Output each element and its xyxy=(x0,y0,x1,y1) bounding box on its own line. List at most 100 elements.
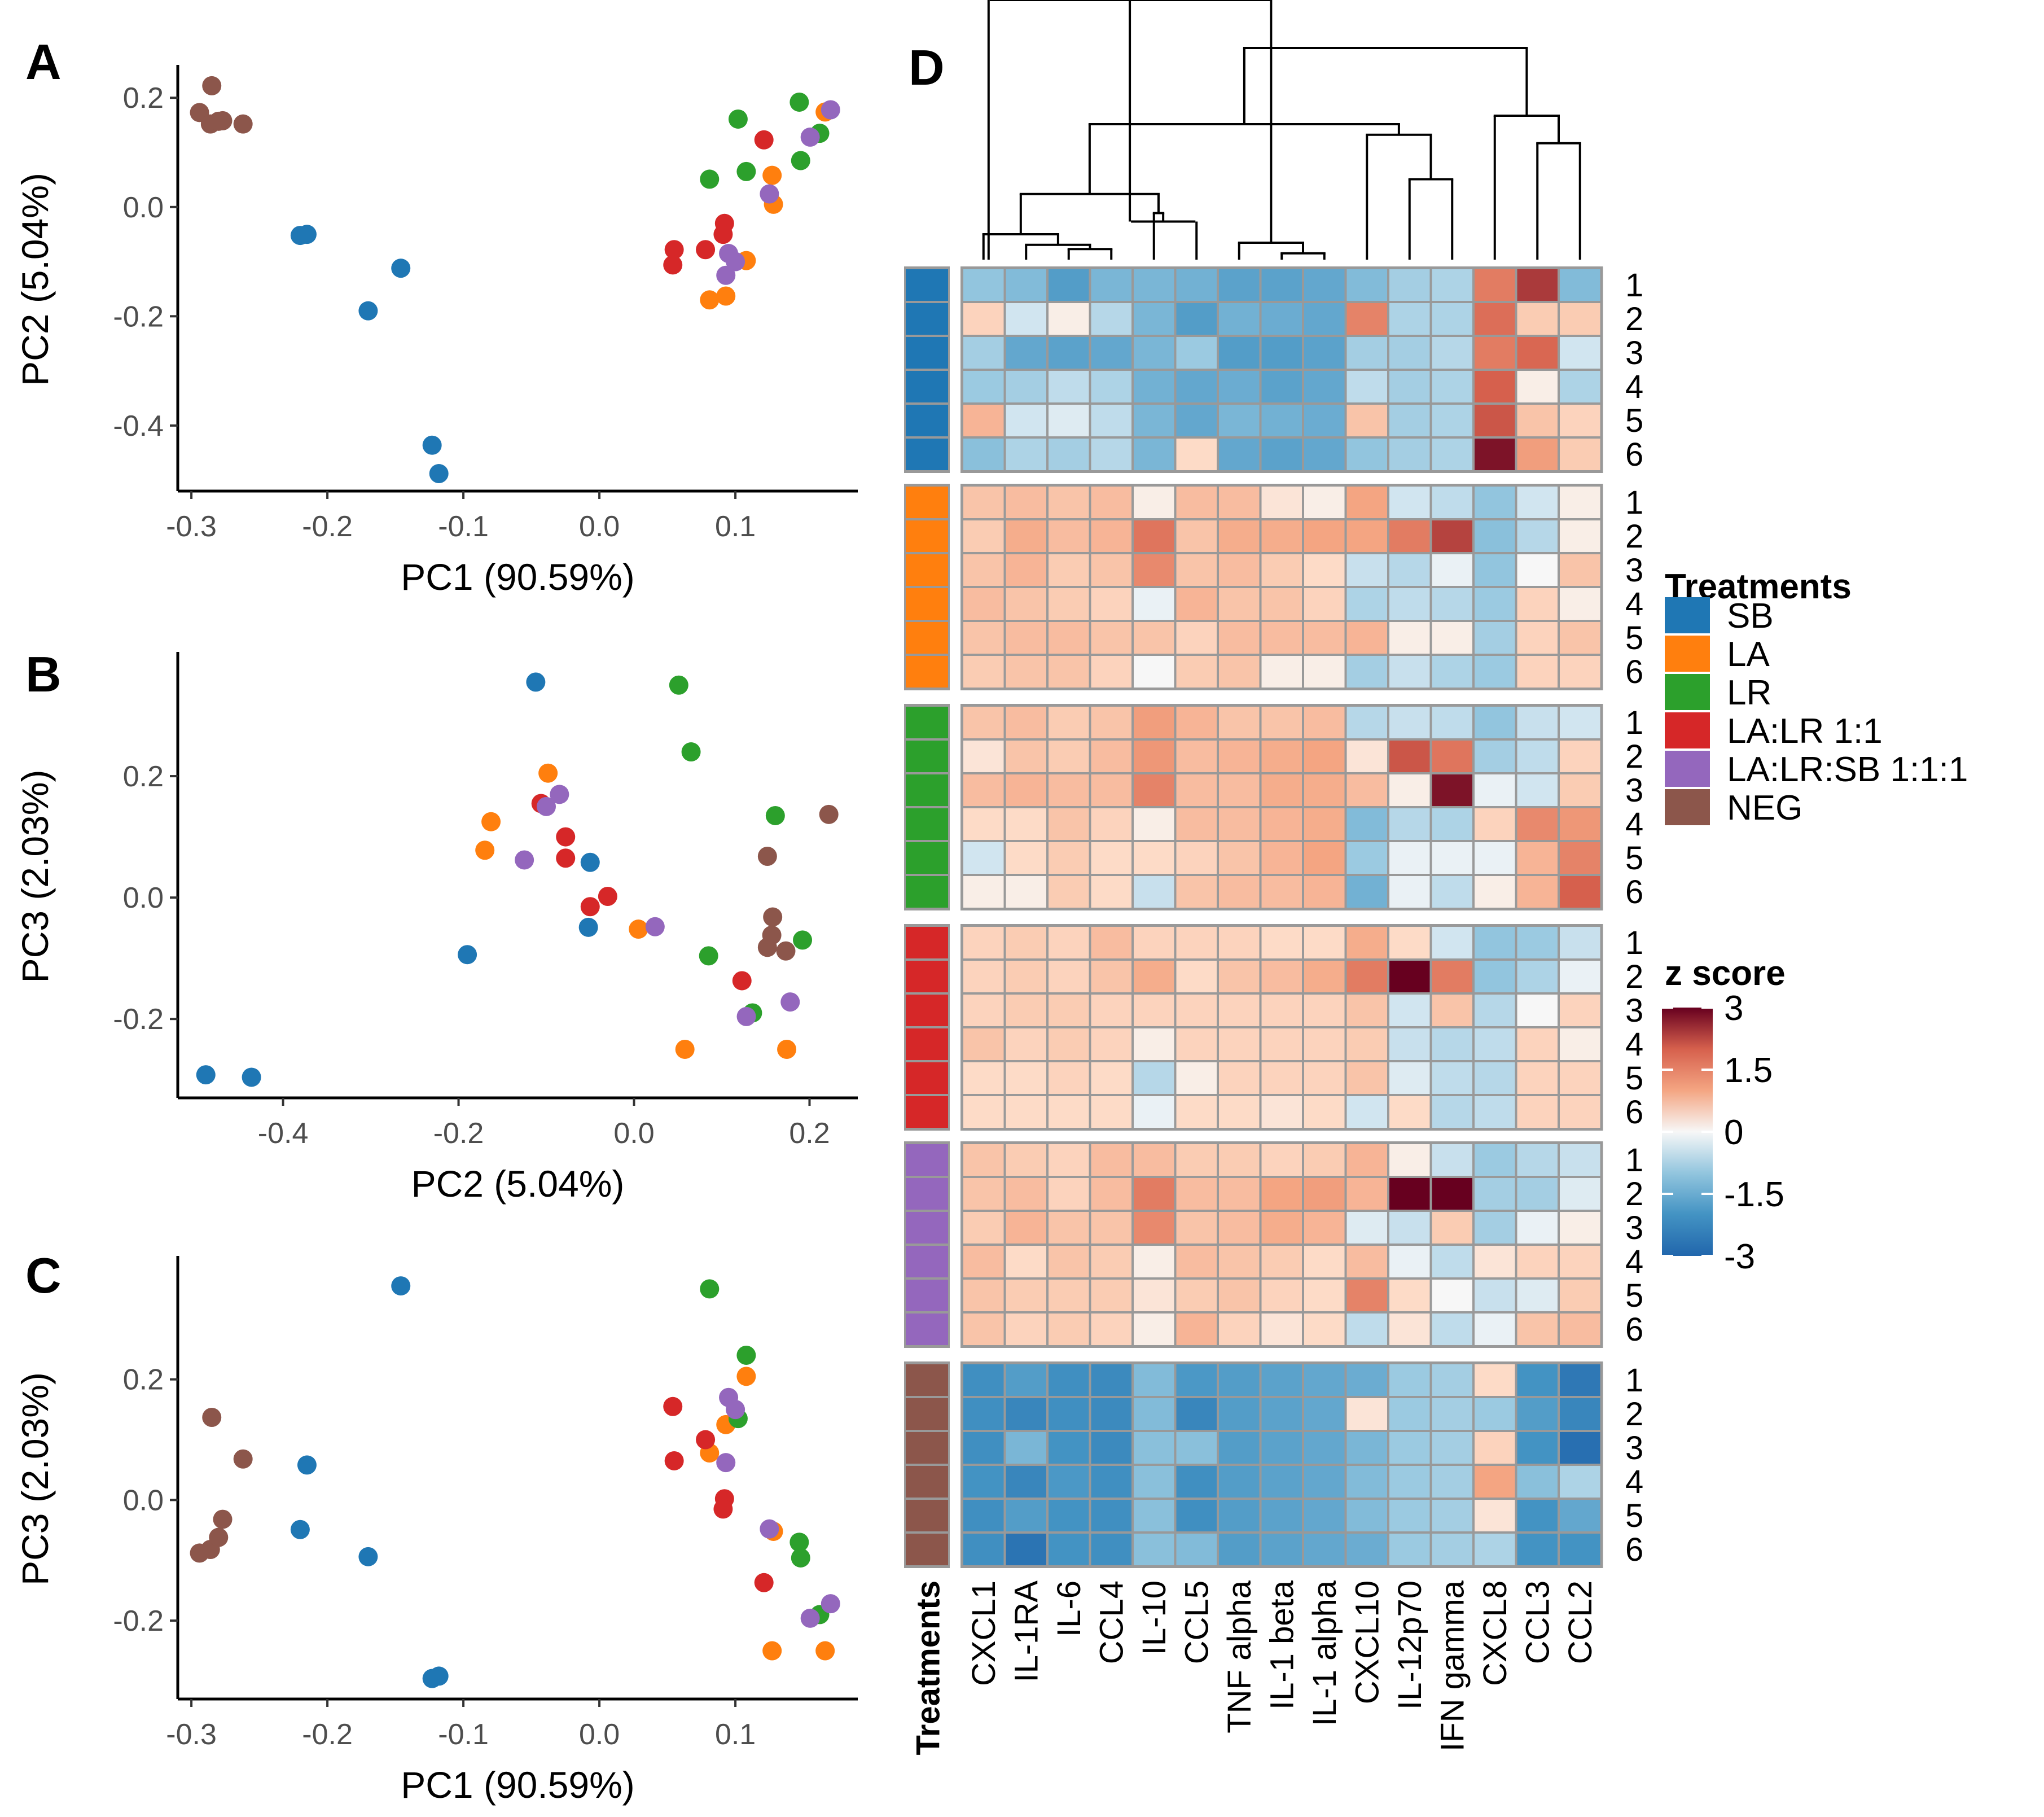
heatmap-cell xyxy=(1134,303,1174,335)
heatmap-cell xyxy=(963,303,1004,335)
heatmap-cell xyxy=(1432,842,1472,874)
heatmap-cell xyxy=(1219,995,1260,1026)
data-point xyxy=(429,1666,449,1686)
heatmap-cell xyxy=(1517,842,1558,874)
data-point xyxy=(696,240,716,260)
heatmap-cell xyxy=(1475,774,1515,806)
annotation-cell xyxy=(906,269,948,301)
heatmap-cell xyxy=(1517,995,1558,1026)
heatmap-cell xyxy=(1091,995,1131,1026)
heatmap-cell xyxy=(1006,337,1046,369)
heatmap-cell xyxy=(1475,1314,1515,1345)
heatmap-cell xyxy=(1091,520,1131,552)
heatmap-cell xyxy=(1389,656,1430,688)
heatmap-cell xyxy=(1432,1144,1472,1176)
heatmap-cell xyxy=(1346,405,1387,436)
data-point xyxy=(537,796,556,816)
heatmap-cell xyxy=(1219,405,1260,436)
heatmap-cell xyxy=(1219,1466,1260,1498)
heatmap-cell xyxy=(1560,1314,1600,1345)
annotation-cell xyxy=(906,622,948,654)
heatmap-cell xyxy=(1219,1028,1260,1060)
heatmap-cell xyxy=(1346,487,1387,518)
row-label: 3 xyxy=(1625,552,1643,589)
heatmap-cell xyxy=(1517,1280,1558,1311)
data-point xyxy=(700,1279,720,1299)
heatmap-cell xyxy=(1176,876,1217,908)
heatmap-cell xyxy=(1006,1534,1046,1565)
heatmap-cell xyxy=(1049,337,1089,369)
colorbar-label: 0 xyxy=(1724,1113,1743,1152)
heatmap-cell xyxy=(1006,405,1046,436)
row-label: 1 xyxy=(1625,484,1643,521)
legend-label: SB xyxy=(1727,597,1774,636)
heatmap-cell xyxy=(1475,1028,1515,1060)
heatmap-cell xyxy=(1432,1314,1472,1345)
heatmap-cell xyxy=(1176,995,1217,1026)
heatmap-cell xyxy=(1304,439,1345,470)
heatmap-cell xyxy=(1517,1314,1558,1345)
y-tick-label: -0.4 xyxy=(113,410,164,443)
heatmap-cell xyxy=(1560,842,1600,874)
y-tick-label: 0.0 xyxy=(123,882,164,914)
column-label: IL-12p70 xyxy=(1392,1580,1428,1710)
heatmap-cell xyxy=(963,520,1004,552)
heatmap-cell xyxy=(1304,707,1345,738)
heatmap-cell xyxy=(1091,1246,1131,1277)
heatmap-cell xyxy=(1346,303,1387,335)
heatmap-cell xyxy=(1176,1096,1217,1128)
column-label: IL-1RA xyxy=(1008,1580,1045,1683)
data-point xyxy=(713,1499,733,1519)
heatmap-cell xyxy=(1091,876,1131,908)
heatmap-cell xyxy=(963,622,1004,654)
data-point xyxy=(696,1430,716,1450)
annotation-cell xyxy=(906,707,948,738)
heatmap-cell xyxy=(1091,808,1131,840)
heatmap-cell xyxy=(1134,808,1174,840)
heatmap-cell xyxy=(1389,707,1430,738)
annotation-cell xyxy=(906,995,948,1026)
colorbar-label: 1.5 xyxy=(1724,1051,1773,1090)
heatmap-cell xyxy=(1261,1178,1302,1210)
annotation-cell xyxy=(906,439,948,470)
heatmap-cell xyxy=(963,1062,1004,1094)
heatmap-cell xyxy=(1219,1144,1260,1176)
heatmap-cell xyxy=(1134,741,1174,772)
heatmap-cell xyxy=(1560,269,1600,301)
heatmap-cell xyxy=(1346,961,1387,992)
heatmap-cell xyxy=(1219,961,1260,992)
data-point xyxy=(422,435,442,455)
heatmap-cell xyxy=(1261,741,1302,772)
row-label: 2 xyxy=(1625,958,1643,995)
heatmap-cell xyxy=(1176,961,1217,992)
data-point xyxy=(736,1367,756,1386)
heatmap-cell xyxy=(1006,520,1046,552)
heatmap-cell xyxy=(1091,1500,1131,1531)
heatmap-cell xyxy=(963,405,1004,436)
heatmap-cell xyxy=(1346,1096,1387,1128)
heatmap-cell xyxy=(1134,1246,1174,1277)
legend-label: LA:LR 1:1 xyxy=(1727,712,1883,751)
heatmap-cell xyxy=(1389,774,1430,806)
heatmap-cell xyxy=(1389,337,1430,369)
heatmap-cell xyxy=(1389,876,1430,908)
heatmap-cell xyxy=(1304,622,1345,654)
heatmap-cell xyxy=(1517,927,1558,958)
row-label: 1 xyxy=(1625,925,1643,961)
heatmap-cell xyxy=(1389,1534,1430,1565)
heatmap-cell xyxy=(1219,1314,1260,1345)
x-tick-label: -0.2 xyxy=(302,510,353,543)
data-point xyxy=(728,109,748,129)
heatmap-cell xyxy=(1261,1364,1302,1396)
heatmap-cell xyxy=(1176,1028,1217,1060)
x-tick-label: -0.3 xyxy=(166,1718,217,1751)
annotation-cell xyxy=(906,371,948,402)
heatmap-cell xyxy=(1432,1466,1472,1498)
data-point xyxy=(664,1451,684,1470)
heatmap-cell xyxy=(1176,1534,1217,1565)
heatmap-cell xyxy=(1517,487,1558,518)
data-point xyxy=(736,1345,756,1365)
heatmap-cell xyxy=(1091,842,1131,874)
heatmap-cell xyxy=(1389,808,1430,840)
